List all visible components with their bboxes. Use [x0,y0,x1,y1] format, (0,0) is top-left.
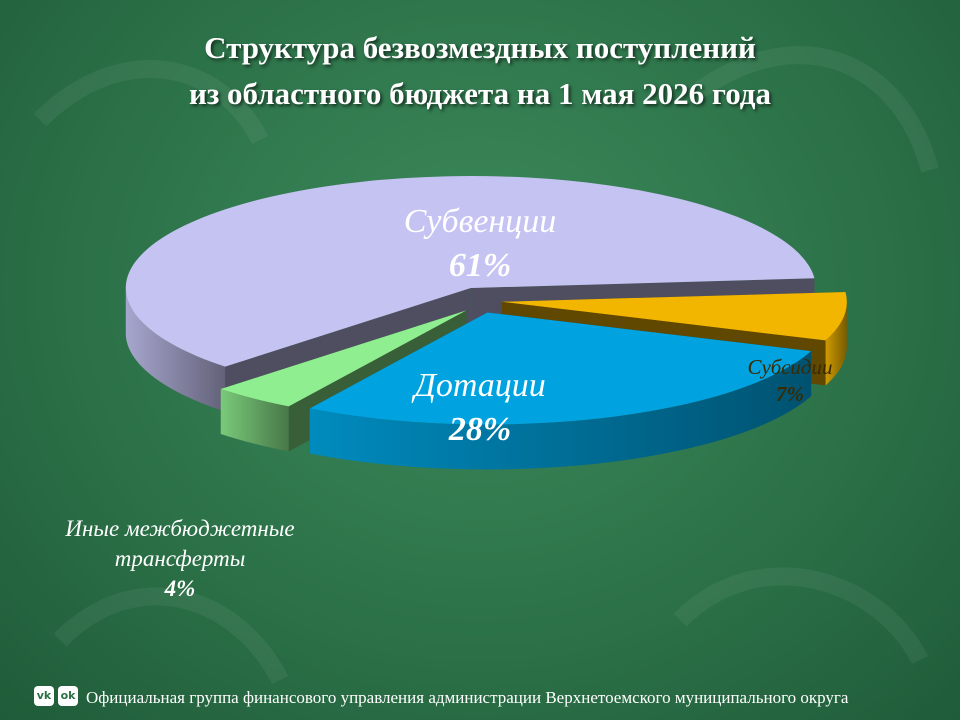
vk-icon[interactable]: vk [34,686,54,706]
slice-side [825,301,847,386]
footer: Официальная группа финансового управлени… [86,688,849,707]
ok-icon[interactable]: ok [58,686,78,706]
value-label: 28% [448,411,512,449]
slice-top [501,291,847,341]
category-label: Дотации [414,367,546,404]
value-label: 7% [776,382,804,407]
data-label: Иные межбюджетные трансферты 4% [30,514,330,604]
category-label: Иные межбюджетные трансферты [65,516,295,571]
data-label: Субсидии 7% [690,354,890,409]
slice-side [220,389,289,452]
slice-side [309,351,812,470]
slice-top [309,312,812,425]
slice-top [220,310,467,407]
slice [309,312,812,470]
data-label: Субвенции 61% [330,200,630,288]
slice-top [125,176,815,367]
data-label: Дотации 28% [330,364,630,452]
category-label: Субсидии [747,355,833,379]
chart-title: Структура безвозмездных поступлений [204,30,756,65]
slice-side [125,288,226,412]
value-label: 61% [448,247,512,285]
value-label: 4% [164,575,196,601]
category-label: Субвенции [403,203,557,240]
chart-title: из областного бюджета на 1 мая 2026 года [188,76,771,111]
